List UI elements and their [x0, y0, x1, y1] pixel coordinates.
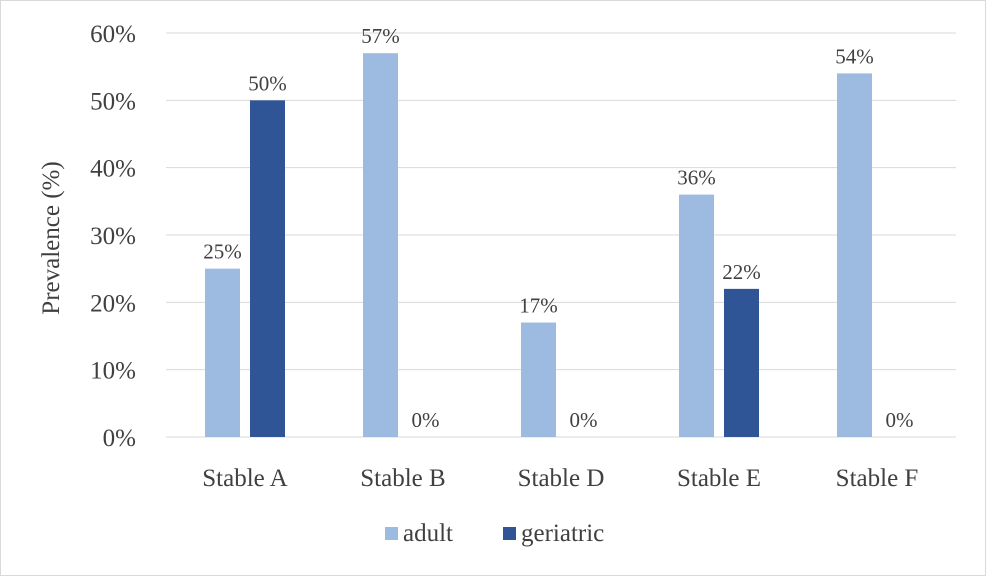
data-labels: 25% 50% 57% 0% 17% 0% 36% 22% 54% 0% — [203, 24, 913, 432]
bar-geriatric-0 — [250, 100, 285, 437]
y-tick-label: 60% — [90, 21, 136, 48]
y-axis-title: Prevalence (%) — [38, 161, 65, 314]
bars — [205, 53, 872, 438]
data-label-adult-2: 17% — [519, 294, 558, 318]
y-tick-label: 30% — [90, 223, 136, 250]
data-label-geriatric-0: 50% — [248, 71, 287, 95]
data-label-geriatric-3: 22% — [722, 260, 761, 284]
y-tick-label: 50% — [90, 88, 136, 115]
data-label-adult-4: 54% — [835, 44, 874, 68]
bar-adult-4 — [837, 73, 872, 438]
gridlines — [166, 32, 956, 438]
y-tick-label: 10% — [90, 358, 136, 385]
legend-label-geriatric: geriatric — [521, 520, 604, 547]
data-label-adult-1: 57% — [361, 24, 400, 48]
x-category-label: Stable F — [836, 465, 919, 492]
legend-label-adult: adult — [403, 520, 453, 547]
x-category-label: Stable B — [360, 465, 445, 492]
legend-swatch-geriatric — [503, 527, 516, 540]
y-axis-ticks: 0% 10% 20% 30% 40% 50% 60% — [90, 21, 136, 452]
data-label-geriatric-4: 0% — [886, 408, 914, 432]
data-label-adult-3: 36% — [677, 166, 716, 190]
bar-adult-2 — [521, 322, 556, 437]
legend: adult geriatric — [385, 520, 604, 547]
x-category-label: Stable D — [518, 465, 605, 492]
x-axis-categories: Stable A Stable B Stable D Stable E Stable F — [202, 465, 918, 492]
legend-swatch-adult — [385, 527, 398, 540]
bar-adult-1 — [363, 53, 398, 437]
y-tick-label: 20% — [90, 290, 136, 317]
data-label-adult-0: 25% — [203, 240, 242, 264]
data-label-geriatric-1: 0% — [412, 408, 440, 432]
y-tick-label: 0% — [103, 425, 136, 452]
bar-adult-3 — [679, 194, 714, 437]
x-category-label: Stable A — [202, 465, 287, 492]
y-tick-label: 40% — [90, 156, 136, 183]
x-category-label: Stable E — [677, 465, 761, 492]
bar-adult-0 — [205, 268, 240, 437]
bar-geriatric-3 — [724, 288, 759, 437]
data-label-geriatric-2: 0% — [570, 408, 598, 432]
